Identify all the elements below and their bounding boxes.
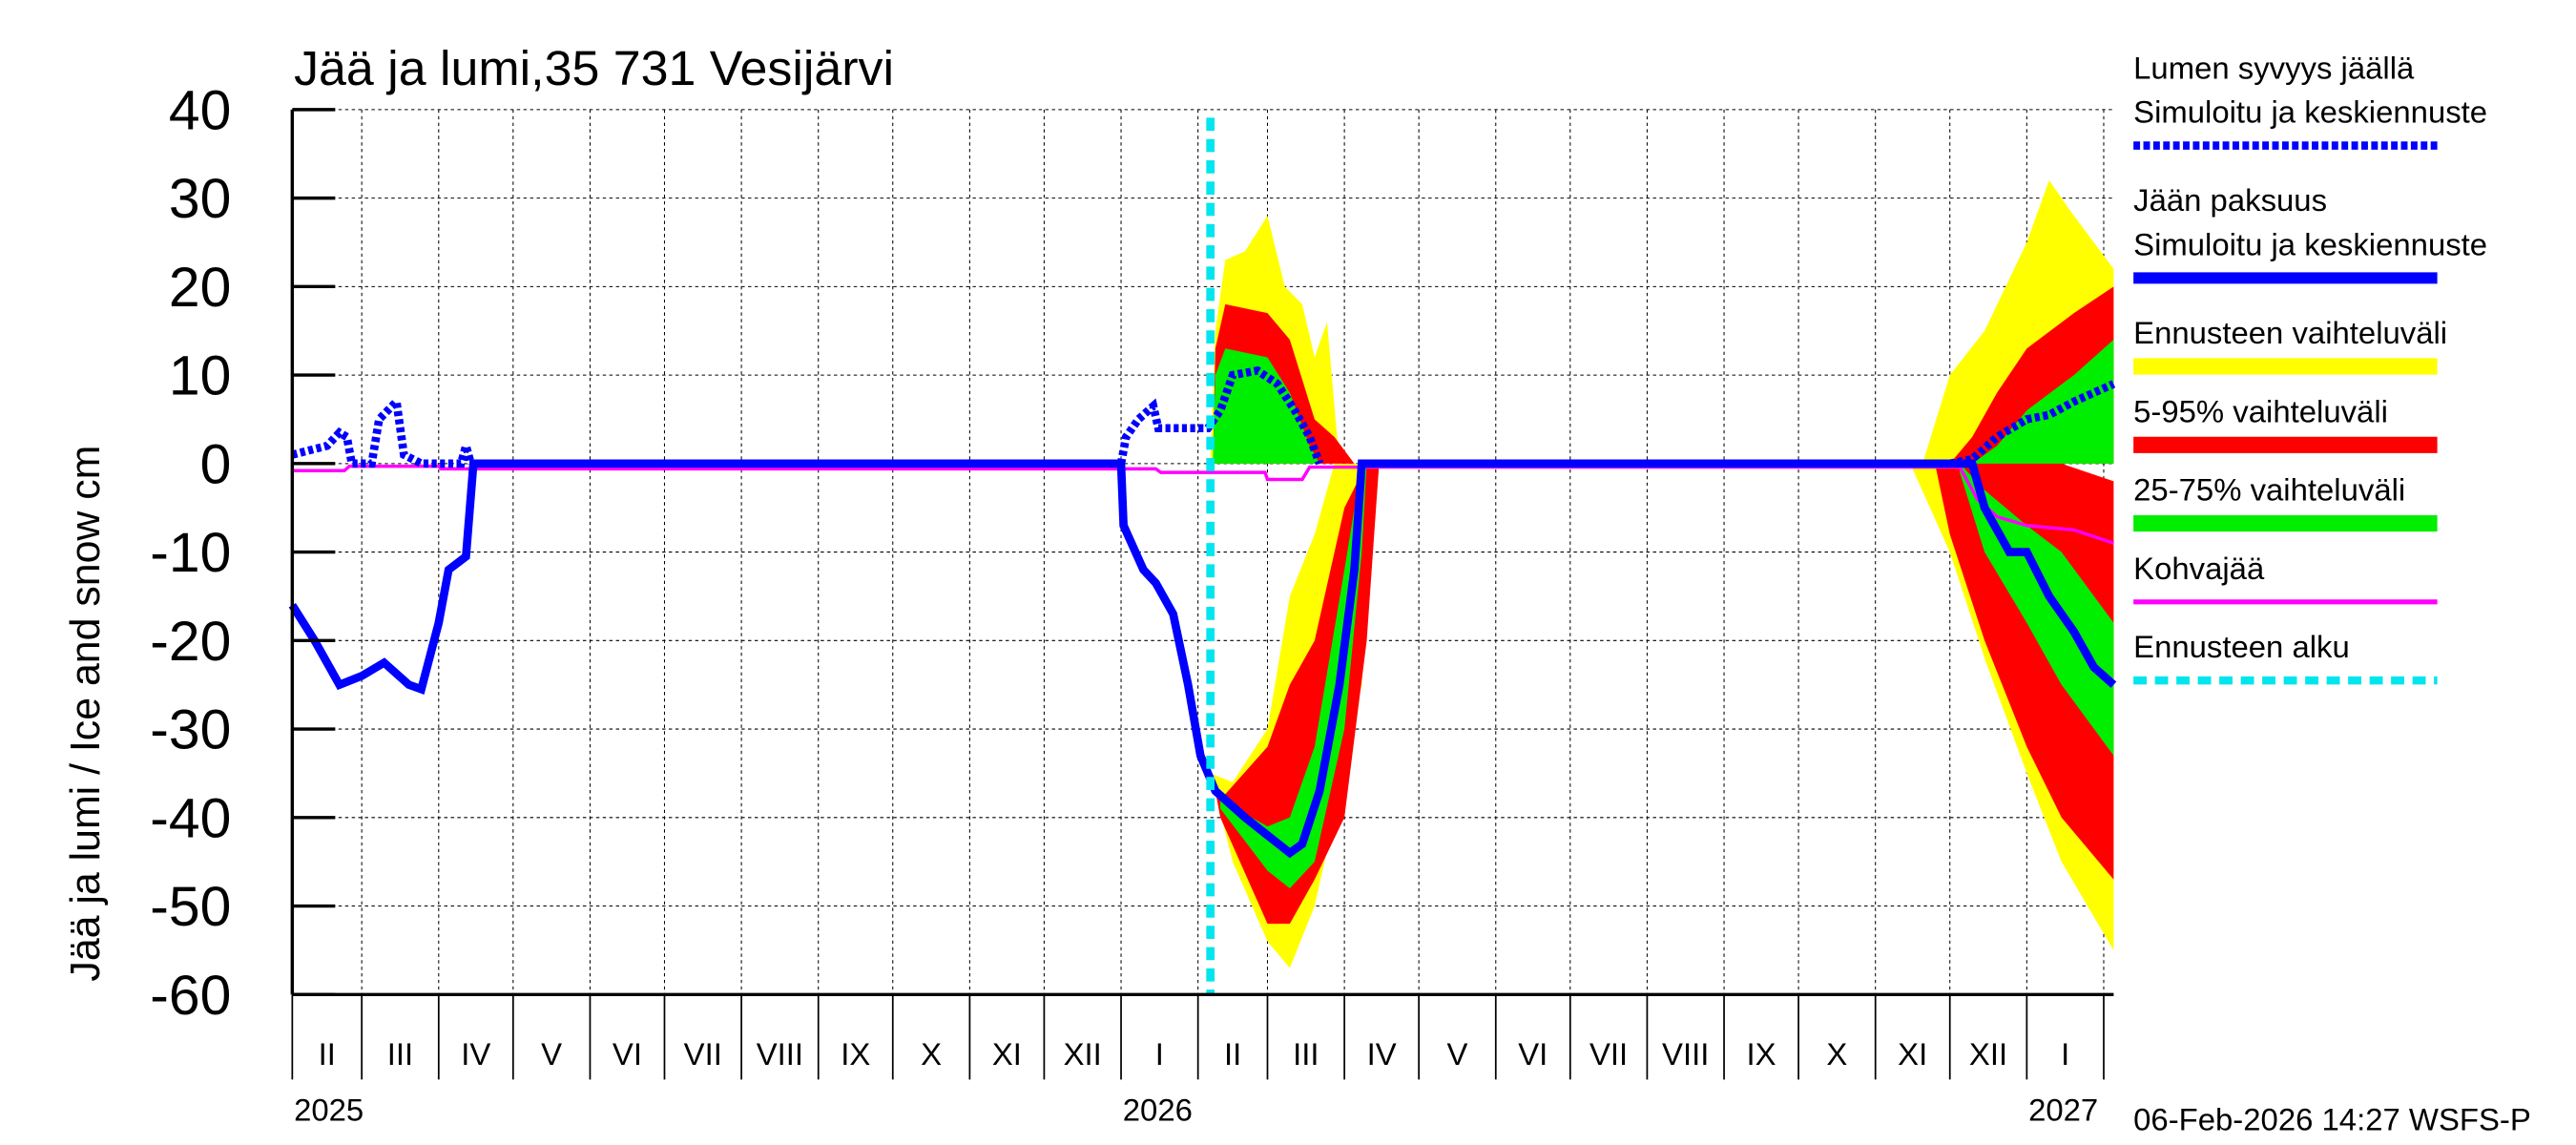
footer-timestamp: 06-Feb-2026 14:27 WSFS-P [2133, 1102, 2531, 1137]
band-p5_95 [1215, 463, 1380, 925]
y-tick-label: 30 [169, 168, 231, 230]
month-label: VII [1589, 1036, 1628, 1072]
legend-label: 5-95% vaihteluväli [2133, 393, 2388, 428]
series-lines [288, 117, 2117, 995]
legend: Lumen syvyys jäällä Simuloitu ja keskienn… [2133, 50, 2487, 685]
month-label: I [1155, 1036, 1164, 1072]
y-tick-label: 0 [200, 434, 232, 496]
month-label: VIII [1662, 1036, 1709, 1072]
legend-label: 25-75% vaihteluväli [2133, 472, 2405, 508]
legend-label: Ennusteen alku [2133, 629, 2350, 664]
month-label: XI [992, 1036, 1022, 1072]
month-label: VI [613, 1036, 642, 1072]
month-label: VII [684, 1036, 722, 1072]
month-label: II [1224, 1036, 1241, 1072]
legend-label: Lumen syvyys jäällä [2133, 50, 2415, 85]
year-label: 2027 [2028, 1092, 2098, 1127]
month-label: II [319, 1036, 336, 1072]
series-solid-line [288, 459, 2117, 859]
month-label: IX [841, 1036, 870, 1072]
y-tick-label: -10 [150, 522, 231, 584]
y-tick-label: 10 [169, 345, 231, 407]
band-p25_75 [1972, 339, 2114, 464]
legend-label: Ennusteen vaihteluväli [2133, 315, 2447, 350]
band-p25_75 [1220, 463, 1367, 888]
y-tick-label: 20 [169, 257, 231, 319]
y-axis-label: Jää ja lumi / Ice and snow cm [63, 446, 109, 982]
month-label: IV [1367, 1036, 1397, 1072]
month-label: XII [1064, 1036, 1102, 1072]
legend-label: Kohvajää [2133, 551, 2265, 586]
month-label: V [1446, 1036, 1467, 1072]
year-label: 2025 [294, 1092, 364, 1127]
month-label: X [921, 1036, 942, 1072]
y-tick-label: 40 [169, 80, 231, 142]
legend-label: Simuloitu ja keskiennuste [2133, 94, 2487, 130]
chart-title: Jää ja lumi,35 731 Vesijärvi [294, 40, 894, 95]
month-label: VIII [757, 1036, 803, 1072]
y-tick-label: -20 [150, 611, 231, 673]
month-label: X [1826, 1036, 1847, 1072]
y-tick-label: -30 [150, 699, 231, 761]
month-label: III [387, 1036, 413, 1072]
month-label: I [2061, 1036, 2069, 1072]
month-label: XI [1898, 1036, 1927, 1072]
series-dotted-line [1116, 365, 1324, 466]
month-label: IX [1747, 1036, 1776, 1072]
month-label: III [1293, 1036, 1319, 1072]
legend-label: Simuloitu ja keskiennuste [2133, 227, 2487, 262]
legend-label: Jään paksuus [2133, 182, 2327, 218]
bands [1210, 180, 2114, 968]
month-label: XII [1969, 1036, 2007, 1072]
y-tick-label: -40 [150, 788, 231, 850]
y-tick-label: -60 [150, 965, 231, 1027]
series-dotted-line [291, 392, 475, 468]
month-label: V [541, 1036, 562, 1072]
y-tick-label: -50 [150, 876, 231, 938]
series-dotted-line [1948, 380, 2116, 468]
series-thin-line [292, 464, 2114, 545]
month-label: VI [1518, 1036, 1548, 1072]
year-label: 2026 [1123, 1092, 1193, 1127]
grid [292, 109, 2114, 995]
month-label: IV [461, 1036, 490, 1072]
